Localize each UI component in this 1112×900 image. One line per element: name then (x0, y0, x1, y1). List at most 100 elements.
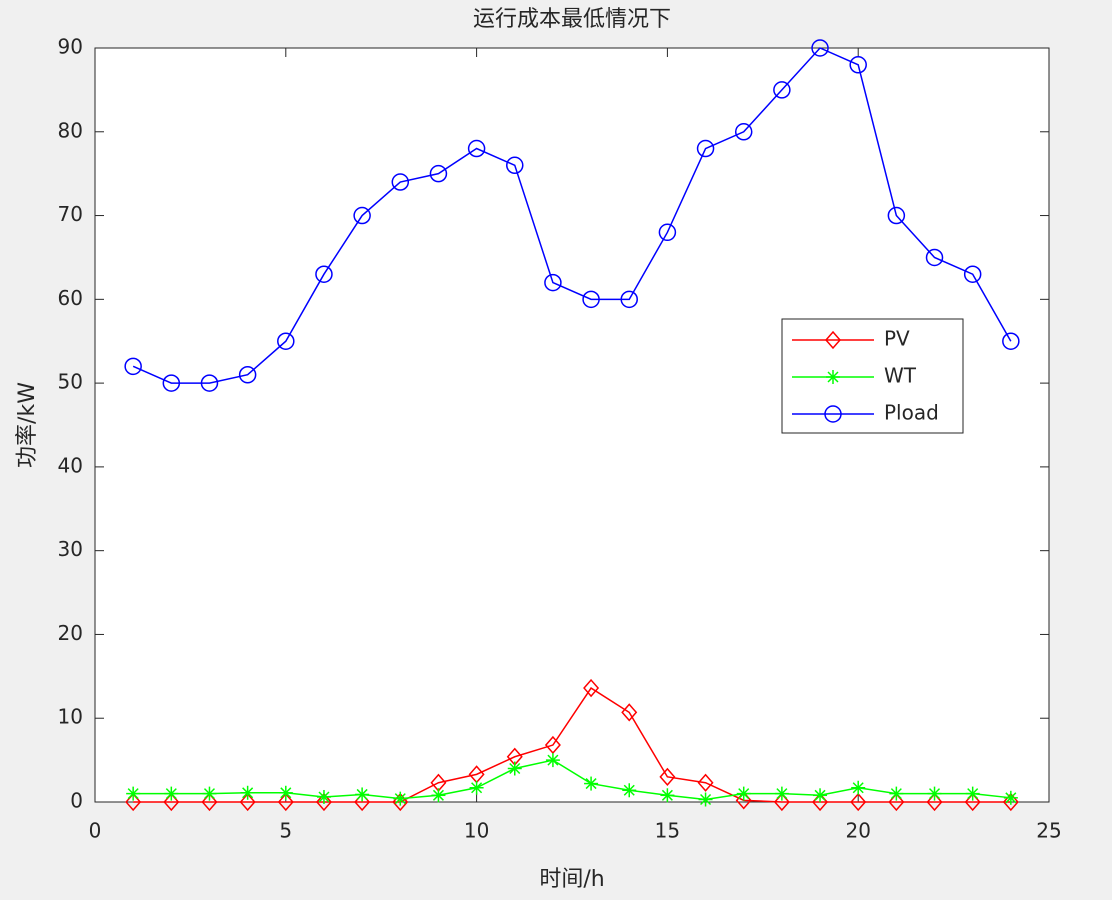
marker (963, 265, 982, 283)
marker-shape (506, 156, 524, 175)
marker-shape (353, 206, 371, 225)
marker (545, 753, 560, 768)
marker-shape (776, 788, 788, 800)
marker-shape (280, 787, 292, 799)
marker-shape (887, 206, 906, 225)
marker-shape (162, 374, 181, 392)
y-tick-label: 40 (58, 453, 83, 477)
x-axis-label: 时间/h (539, 867, 604, 892)
marker-shape (700, 793, 712, 806)
marker (622, 783, 637, 798)
legend-label: Pload (884, 401, 939, 425)
marker-shape (659, 767, 676, 787)
marker-shape (203, 788, 216, 800)
chart-title: 运行成本最低情况下 (473, 7, 671, 32)
marker (582, 290, 600, 309)
marker (469, 780, 484, 795)
marker-shape (734, 123, 753, 141)
marker-shape (318, 791, 330, 803)
marker-shape (239, 792, 256, 812)
marker (584, 776, 599, 791)
marker-shape (547, 754, 559, 766)
marker (393, 791, 408, 806)
y-axis-label: 功率/kW (15, 382, 40, 468)
marker (583, 678, 600, 698)
marker (660, 788, 675, 803)
marker (696, 139, 715, 158)
marker (826, 370, 840, 384)
marker (850, 792, 867, 812)
marker (659, 767, 676, 787)
marker (277, 332, 295, 350)
y-tick-label: 30 (58, 537, 83, 561)
marker (773, 792, 790, 812)
marker (698, 792, 713, 807)
marker-shape (852, 782, 864, 794)
marker-shape (824, 405, 842, 423)
y-tick-label: 10 (58, 705, 83, 729)
marker-shape (585, 778, 597, 790)
marker-shape (850, 792, 867, 812)
marker-shape (315, 265, 333, 283)
marker-shape (888, 792, 905, 812)
x-tick-label: 25 (1036, 819, 1061, 843)
marker (429, 164, 448, 183)
marker-shape (773, 81, 791, 99)
marker-shape (890, 788, 902, 800)
marker-shape (658, 223, 677, 242)
marker-shape (925, 248, 944, 267)
legend-label: PV (884, 327, 910, 351)
y-tick-label: 70 (58, 202, 83, 226)
marker (506, 156, 524, 175)
marker (202, 786, 217, 801)
marker (278, 785, 293, 800)
marker-shape (391, 173, 410, 191)
marker-shape (697, 773, 714, 792)
marker (200, 374, 219, 392)
marker (813, 788, 828, 803)
marker-shape (620, 290, 638, 309)
marker (355, 787, 370, 802)
marker (926, 792, 943, 812)
marker (621, 703, 638, 722)
y-tick-label: 80 (58, 118, 83, 142)
marker (162, 374, 181, 392)
y-tick-label: 50 (58, 370, 83, 394)
marker (277, 792, 294, 812)
marker (736, 786, 751, 801)
marker (391, 173, 410, 191)
y-tick-label: 60 (58, 286, 83, 310)
marker-shape (429, 164, 448, 183)
marker-shape (471, 782, 483, 794)
legend-label: WT (884, 364, 917, 388)
marker-shape (165, 788, 177, 800)
marker-shape (467, 139, 486, 158)
marker-shape (125, 792, 142, 812)
marker (824, 405, 842, 423)
marker (620, 290, 638, 309)
marker (1003, 790, 1018, 805)
marker-shape (356, 788, 368, 800)
marker-shape (432, 789, 444, 801)
marker-shape (963, 265, 982, 283)
marker-shape (926, 792, 943, 812)
marker-shape (811, 39, 829, 57)
marker-shape (583, 678, 600, 698)
x-tick-label: 5 (279, 819, 292, 843)
marker (163, 792, 180, 812)
marker (544, 273, 562, 292)
marker (927, 786, 942, 801)
marker-shape (163, 792, 180, 812)
y-tick-label: 0 (70, 789, 83, 813)
marker-shape (582, 290, 600, 309)
marker (887, 206, 906, 225)
marker (851, 780, 866, 795)
marker-shape (621, 703, 638, 722)
marker-shape (509, 762, 521, 775)
marker (825, 330, 841, 350)
marker (124, 357, 142, 376)
marker-shape (825, 330, 841, 350)
marker-shape (277, 792, 294, 812)
marker-shape (544, 735, 561, 755)
marker-shape (696, 139, 715, 158)
